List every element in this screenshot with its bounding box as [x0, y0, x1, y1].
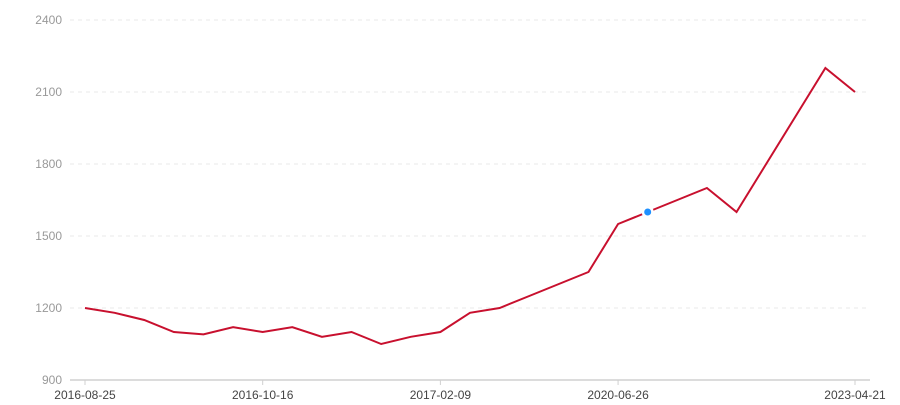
x-tick-label: 2017-02-09 [410, 388, 472, 400]
grid-lines [70, 20, 870, 308]
x-tick-label: 2023-04-21 [824, 388, 886, 400]
highlighted-point [644, 209, 651, 216]
y-axis: 900 1200 1500 1800 2100 2400 [35, 13, 62, 387]
series [85, 68, 855, 344]
data-line [85, 68, 855, 344]
y-tick-label: 2400 [35, 13, 62, 27]
y-tick-label: 1200 [35, 301, 62, 315]
y-tick-label: 1500 [35, 229, 62, 243]
x-axis: 2016-08-25 2016-10-16 2017-02-09 2020-06-26… [54, 380, 886, 400]
y-tick-label: 1800 [35, 157, 62, 171]
y-tick-label: 2100 [35, 85, 62, 99]
x-tick-label: 2020-06-26 [587, 388, 649, 400]
y-tick-label: 900 [42, 373, 62, 387]
x-tick-label: 2016-10-16 [232, 388, 294, 400]
x-tick-label: 2016-08-25 [54, 388, 116, 400]
